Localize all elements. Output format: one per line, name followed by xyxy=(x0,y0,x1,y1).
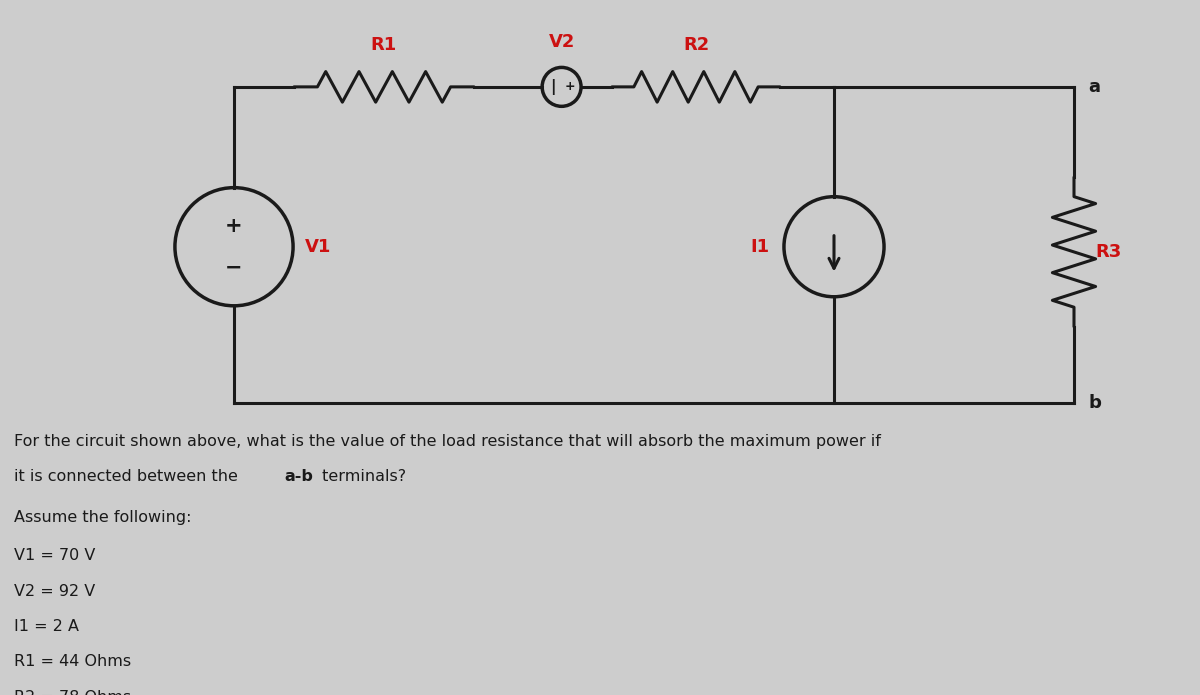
Text: b: b xyxy=(1088,394,1102,412)
Text: V2 = 92 V: V2 = 92 V xyxy=(14,584,96,598)
Text: a: a xyxy=(1088,78,1100,96)
Text: For the circuit shown above, what is the value of the load resistance that will : For the circuit shown above, what is the… xyxy=(14,434,881,450)
Text: I1: I1 xyxy=(750,238,769,256)
Text: a-b: a-b xyxy=(284,468,313,484)
Text: +: + xyxy=(565,81,575,93)
Text: Assume the following:: Assume the following: xyxy=(14,510,192,525)
Text: V1: V1 xyxy=(305,238,331,256)
Text: V2: V2 xyxy=(548,33,575,51)
Text: |: | xyxy=(551,79,556,95)
Text: V1 = 70 V: V1 = 70 V xyxy=(14,548,96,563)
Text: R1 = 44 Ohms: R1 = 44 Ohms xyxy=(14,655,132,669)
Text: +: + xyxy=(226,216,242,236)
Text: R3: R3 xyxy=(1096,243,1122,261)
Text: terminals?: terminals? xyxy=(317,468,406,484)
Text: −: − xyxy=(226,258,242,277)
Text: R1: R1 xyxy=(371,35,397,54)
Text: it is connected between the: it is connected between the xyxy=(14,468,244,484)
Text: R2: R2 xyxy=(683,35,709,54)
Text: R2 = 78 Ohms: R2 = 78 Ohms xyxy=(14,690,132,695)
Text: I1 = 2 A: I1 = 2 A xyxy=(14,619,79,634)
